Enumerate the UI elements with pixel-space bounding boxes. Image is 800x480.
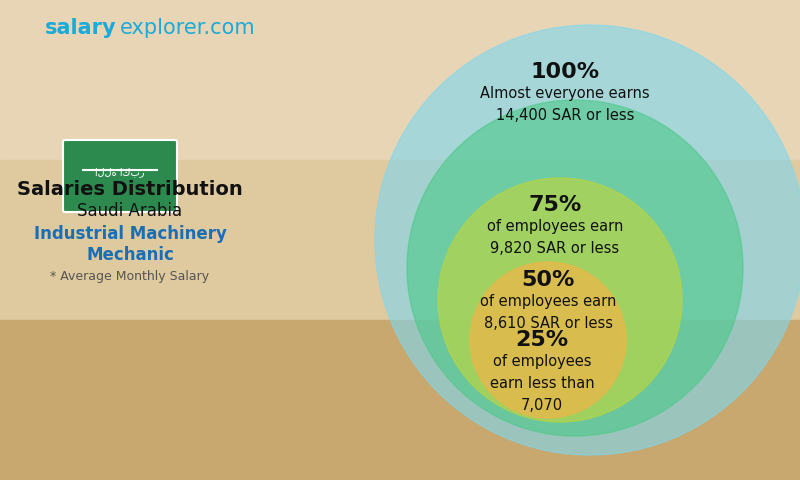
FancyBboxPatch shape — [63, 140, 177, 212]
Text: 7,070: 7,070 — [521, 398, 563, 413]
Text: 9,820 SAR or less: 9,820 SAR or less — [490, 241, 619, 256]
Bar — [0, 0, 800, 160]
Text: 8,610 SAR or less: 8,610 SAR or less — [483, 316, 613, 331]
Text: 50%: 50% — [522, 270, 574, 290]
Circle shape — [438, 178, 682, 422]
Circle shape — [470, 262, 626, 418]
Text: Almost everyone earns: Almost everyone earns — [480, 86, 650, 101]
Text: of employees earn: of employees earn — [480, 294, 616, 309]
Text: Saudi Arabia: Saudi Arabia — [78, 202, 182, 220]
Text: of employees earn: of employees earn — [487, 219, 623, 234]
Text: * Average Monthly Salary: * Average Monthly Salary — [50, 270, 210, 283]
Text: الله اكبر: الله اكبر — [95, 167, 145, 177]
Text: 25%: 25% — [515, 330, 569, 350]
Text: Salaries Distribution: Salaries Distribution — [17, 180, 243, 199]
Text: Industrial Machinery
Mechanic: Industrial Machinery Mechanic — [34, 225, 226, 264]
Bar — [0, 160, 800, 320]
Circle shape — [407, 100, 743, 436]
Text: of employees: of employees — [493, 354, 591, 369]
Text: earn less than: earn less than — [490, 376, 594, 391]
Text: 14,400 SAR or less: 14,400 SAR or less — [496, 108, 634, 123]
Text: salary: salary — [46, 18, 117, 38]
Text: 75%: 75% — [528, 195, 582, 215]
Bar — [0, 320, 800, 480]
Text: 100%: 100% — [530, 62, 599, 82]
Text: explorer.com: explorer.com — [120, 18, 256, 38]
Circle shape — [375, 25, 800, 455]
